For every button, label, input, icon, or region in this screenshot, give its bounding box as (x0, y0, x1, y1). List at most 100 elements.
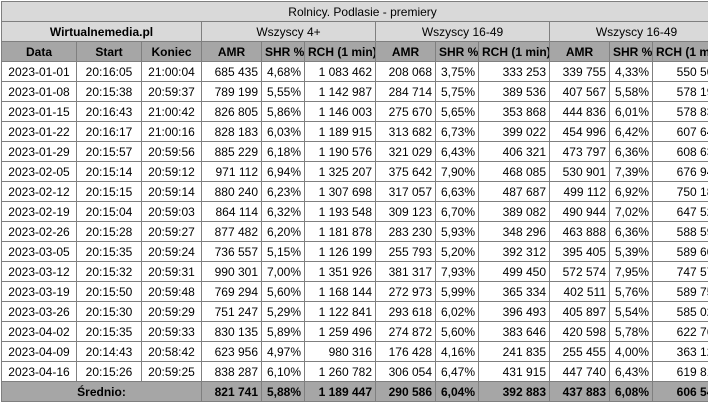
table-cell: 389 536 (479, 82, 550, 102)
table-cell: 20:15:35 (77, 242, 142, 262)
table-cell: 1 260 782 (305, 362, 376, 382)
table-cell: 1 168 144 (305, 282, 376, 302)
table-cell: 487 687 (479, 182, 550, 202)
table-cell: 1 325 207 (305, 162, 376, 182)
table-cell: 274 872 (376, 322, 436, 342)
table-cell: 176 428 (376, 342, 436, 362)
table-cell: 348 296 (479, 222, 550, 242)
table-cell: 769 294 (202, 282, 262, 302)
table-cell: 589 604 (653, 242, 708, 262)
table-cell: 864 114 (202, 202, 262, 222)
table-cell: 20:15:57 (77, 142, 142, 162)
table-cell: 20:59:25 (142, 362, 202, 382)
table-cell: 980 316 (305, 342, 376, 362)
table-cell: 20:59:12 (142, 162, 202, 182)
average-cell: 437 883 (550, 382, 610, 402)
table-cell: 676 943 (653, 162, 708, 182)
table-cell: 647 524 (653, 202, 708, 222)
table-cell: 6,01% (610, 102, 653, 122)
table-cell: 5,78% (610, 322, 653, 342)
table-cell: 3,75% (436, 62, 479, 82)
table-cell: 444 836 (550, 102, 610, 122)
table-cell: 283 230 (376, 222, 436, 242)
table-cell: 5,29% (262, 302, 305, 322)
table-cell: 589 758 (653, 282, 708, 302)
table-cell: 6,42% (610, 122, 653, 142)
table-cell: 473 797 (550, 142, 610, 162)
table-title: Rolnicy. Podlasie - premiery (2, 2, 708, 22)
table-cell: 5,54% (610, 302, 653, 322)
table-cell: 20:16:43 (77, 102, 142, 122)
table-cell: 530 901 (550, 162, 610, 182)
table-cell: 20:15:26 (77, 362, 142, 382)
table-cell: 392 312 (479, 242, 550, 262)
table-cell: 1 181 878 (305, 222, 376, 242)
table-cell: 1 259 496 (305, 322, 376, 342)
table-cell: 6,23% (262, 182, 305, 202)
table-cell: 2023-01-08 (2, 82, 77, 102)
table-cell: 828 183 (202, 122, 262, 142)
column-header: RCH (1 min) (479, 42, 550, 62)
table-cell: 20:59:48 (142, 282, 202, 302)
average-label: Średnio: (2, 382, 202, 402)
table-cell: 6,94% (262, 162, 305, 182)
table-cell: 623 956 (202, 342, 262, 362)
table-cell: 877 482 (202, 222, 262, 242)
group-header: Wszyscy 16-49 (550, 22, 708, 42)
table-cell: 578 839 (653, 102, 708, 122)
table-cell: 20:59:27 (142, 222, 202, 242)
table-cell: 20:59:14 (142, 182, 202, 202)
table-cell: 2023-02-19 (2, 202, 77, 222)
table-cell: 321 029 (376, 142, 436, 162)
table-cell: 5,60% (262, 282, 305, 302)
table-cell: 2023-03-12 (2, 262, 77, 282)
average-cell: 392 883 (479, 382, 550, 402)
table-cell: 4,97% (262, 342, 305, 362)
average-cell: 5,88% (262, 382, 305, 402)
table-cell: 20:16:17 (77, 122, 142, 142)
table-cell: 6,63% (436, 182, 479, 202)
table-cell: 550 505 (653, 62, 708, 82)
table-cell: 20:15:04 (77, 202, 142, 222)
table-cell: 405 897 (550, 302, 610, 322)
table-cell: 7,90% (436, 162, 479, 182)
table-cell: 2023-02-12 (2, 182, 77, 202)
column-header: AMR (550, 42, 610, 62)
table-cell: 333 253 (479, 62, 550, 82)
table-cell: 4,68% (262, 62, 305, 82)
table-cell: 2023-01-01 (2, 62, 77, 82)
average-cell: 606 548 (653, 382, 708, 402)
table-cell: 6,47% (436, 362, 479, 382)
table-cell: 607 643 (653, 122, 708, 142)
table-cell: 468 085 (479, 162, 550, 182)
table-cell: 2023-03-19 (2, 282, 77, 302)
table-cell: 7,02% (610, 202, 653, 222)
table-cell: 5,65% (436, 102, 479, 122)
table-cell: 499 112 (550, 182, 610, 202)
table-cell: 2023-02-05 (2, 162, 77, 182)
table-cell: 6,36% (610, 222, 653, 242)
table-cell: 751 247 (202, 302, 262, 322)
table-cell: 20:15:38 (77, 82, 142, 102)
table-cell: 339 755 (550, 62, 610, 82)
column-header: Start (77, 42, 142, 62)
average-cell: 1 189 447 (305, 382, 376, 402)
table-cell: 20:59:56 (142, 142, 202, 162)
table-cell: 20:16:05 (77, 62, 142, 82)
table-cell: 6,36% (610, 142, 653, 162)
table-cell: 2023-02-26 (2, 222, 77, 242)
table-cell: 317 057 (376, 182, 436, 202)
table-cell: 5,89% (262, 322, 305, 342)
table-cell: 6,43% (436, 142, 479, 162)
table-cell: 1 083 462 (305, 62, 376, 82)
table-cell: 454 996 (550, 122, 610, 142)
table-cell: 685 435 (202, 62, 262, 82)
